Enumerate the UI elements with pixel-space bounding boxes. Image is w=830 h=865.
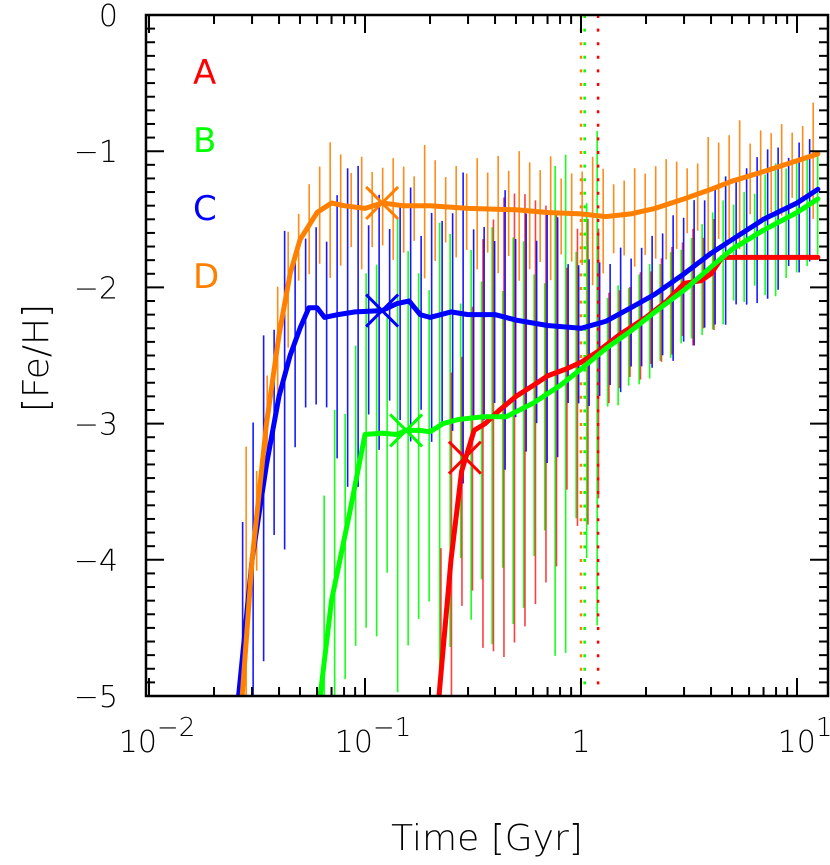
y-tick-label: −2: [74, 271, 118, 306]
legend-item-A: A: [193, 53, 216, 93]
x-tick-label: 1: [571, 725, 590, 760]
y-tick-label: −5: [74, 680, 118, 715]
curve-C: [236, 186, 821, 696]
x-axis-title: Time [Gyr]: [391, 818, 583, 859]
error-bars: [241, 102, 819, 696]
y-tick-label: −1: [74, 135, 118, 170]
y-tick-label: −3: [74, 408, 118, 443]
curve-D: [239, 151, 821, 696]
tick-labels: 0 −1 −2 −3 −4 −510−2 10−1 1 101: [74, 0, 830, 760]
plot-frame: [144, 13, 830, 698]
x-tick-label: 10−2: [119, 713, 196, 760]
legend-item-C: C: [193, 189, 217, 229]
y-tick-label: −4: [74, 544, 118, 579]
y-tick-label: 0: [99, 0, 118, 34]
legend-item-B: B: [193, 121, 216, 161]
y-axis-title: [Fe/H]: [16, 304, 57, 412]
legend-item-D: D: [193, 257, 219, 297]
x-tick-label: 101: [778, 713, 830, 760]
series-curves: [236, 151, 821, 696]
curve-B: [317, 196, 821, 696]
x-tick-label: 10−1: [335, 713, 412, 760]
curve-A: [436, 254, 821, 696]
cross-markers: [365, 185, 482, 475]
